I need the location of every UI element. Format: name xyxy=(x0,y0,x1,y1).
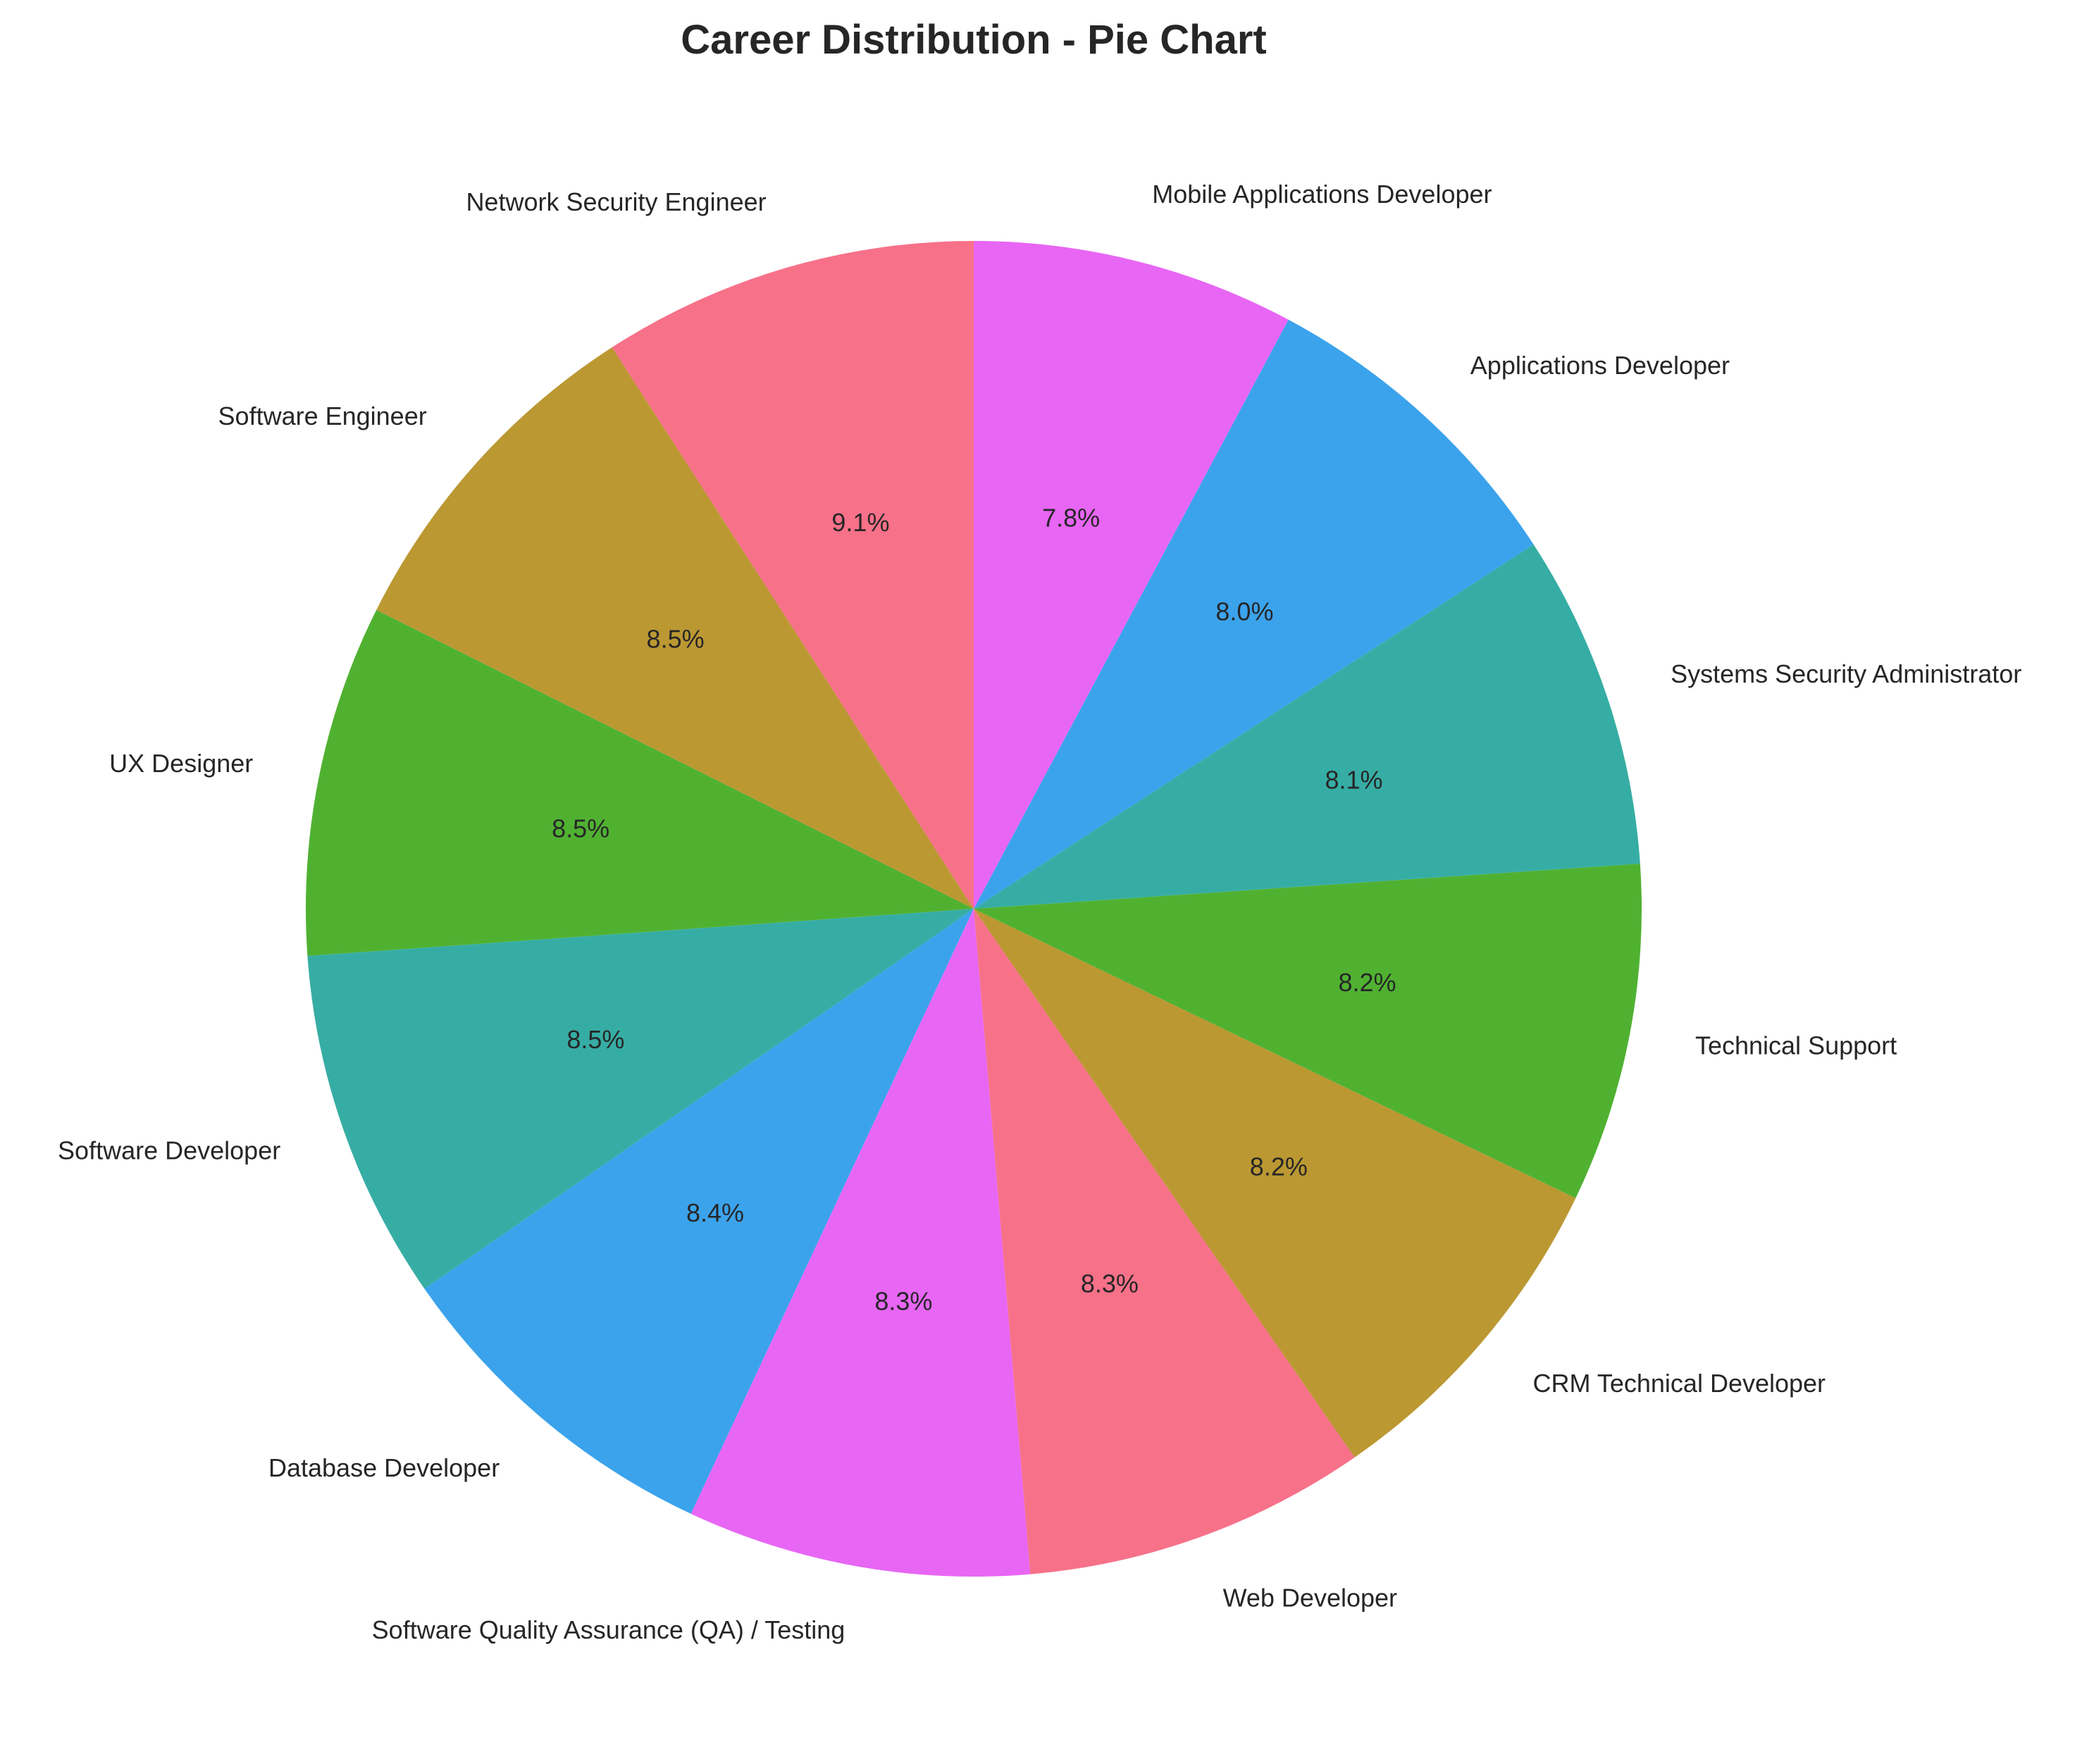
percent-label-network-security-engineer: 9.1% xyxy=(831,508,889,537)
slice-labels: Network Security Engineer Software Engine… xyxy=(58,180,2021,1644)
pie-slice-crm-technical-developer xyxy=(974,909,1576,1458)
percent-label-database-developer: 8.4% xyxy=(686,1198,744,1227)
slice-label-applications-developer: Applications Developer xyxy=(1470,351,1730,380)
slice-label-ux-designer: UX Designer xyxy=(109,749,253,778)
slice-label-database-developer: Database Developer xyxy=(268,1453,500,1482)
pie-slice-software-developer xyxy=(307,909,974,1289)
pie-slice-systems-security-administrator xyxy=(974,544,1640,909)
pie-slice-mobile-applications-developer xyxy=(974,241,1289,909)
pie-slices xyxy=(306,241,1642,1577)
pie-slice-web-developer xyxy=(974,909,1355,1574)
slice-label-crm-technical-developer: CRM Technical Developer xyxy=(1533,1369,1826,1398)
percent-label-ux-designer: 8.5% xyxy=(552,814,609,843)
pie-slice-software-engineer xyxy=(376,347,974,909)
slice-label-mobile-applications-developer: Mobile Applications Developer xyxy=(1152,180,1492,209)
pie-slice-network-security-engineer xyxy=(612,241,974,909)
pie-slice-ux-designer xyxy=(306,609,974,957)
slice-label-software-engineer: Software Engineer xyxy=(218,402,427,430)
percent-label-web-developer: 8.3% xyxy=(1081,1269,1139,1298)
percent-labels: 9.1% 8.5% 8.5% 8.5% 8.4% 8.3% 8.3% 8.2% 8.2% 8.1%… xyxy=(552,504,1396,1316)
slice-label-network-security-engineer: Network Security Engineer xyxy=(466,187,766,216)
pie-slice-technical-support xyxy=(974,863,1642,1198)
pie-slice-database-developer xyxy=(424,909,974,1514)
percent-label-systems-security-administrator: 8.1% xyxy=(1325,765,1382,794)
pie-slice-software-quality-assurance-qa-testing xyxy=(690,909,1031,1577)
slice-label-technical-support: Technical Support xyxy=(1695,1031,1897,1060)
percent-label-mobile-applications-developer: 7.8% xyxy=(1042,504,1100,533)
slice-label-web-developer: Web Developer xyxy=(1223,1584,1397,1613)
slice-label-software-quality-assurance-qa-testing: Software Quality Assurance (QA) / Testin… xyxy=(372,1615,845,1644)
pie-slice-applications-developer xyxy=(974,319,1534,909)
percent-label-crm-technical-developer: 8.2% xyxy=(1250,1153,1308,1181)
chart-title: Career Distribution - Pie Chart xyxy=(681,17,1266,63)
slice-label-software-developer: Software Developer xyxy=(58,1136,280,1164)
percent-label-software-engineer: 8.5% xyxy=(647,625,705,654)
percent-label-applications-developer: 8.0% xyxy=(1215,597,1273,626)
percent-label-software-quality-assurance-qa-testing: 8.3% xyxy=(874,1287,932,1316)
percent-label-software-developer: 8.5% xyxy=(566,1025,624,1054)
slice-label-systems-security-administrator: Systems Security Administrator xyxy=(1671,659,2021,688)
percent-label-technical-support: 8.2% xyxy=(1339,968,1396,997)
